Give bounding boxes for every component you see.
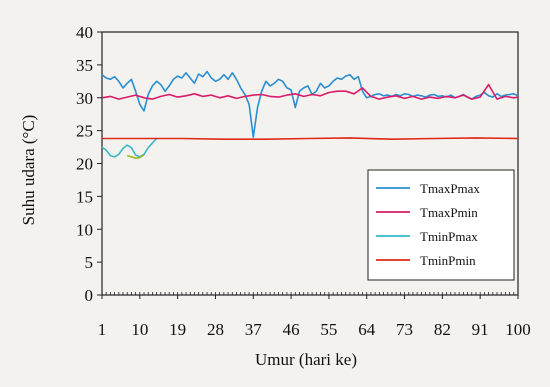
x-axis: 1 10 19 28 37 46 55 64 73 82 91 100 (98, 292, 531, 339)
y-tick-label: 20 (76, 155, 93, 174)
series-line-tminpmax (101, 137, 158, 158)
y-tick-label: 25 (76, 122, 93, 141)
x-tick-label: 91 (472, 320, 489, 339)
y-tick-label: 10 (76, 220, 93, 239)
series-line-tmaxpmin (101, 83, 519, 100)
legend-entry-label: TmaxPmin (420, 205, 478, 220)
series-group (101, 70, 519, 160)
y-axis-title: Suhu udara (°C) (19, 115, 38, 226)
y-axis: 0 5 10 15 20 25 30 35 40 (76, 23, 102, 305)
legend-entry-label: TminPmax (420, 229, 478, 244)
legend: TmaxPmax TmaxPmin TminPmax TminPmin (367, 169, 515, 281)
x-tick-label: 64 (358, 320, 376, 339)
x-tick-label: 100 (505, 320, 531, 339)
y-tick-label: 5 (85, 253, 94, 272)
legend-entry-label: TmaxPmax (420, 181, 480, 196)
x-tick-label: 82 (434, 320, 451, 339)
x-tick-label: 37 (245, 320, 263, 339)
series-line-tminpmin (102, 137, 519, 140)
x-axis-title: Umur (hari ke) (255, 350, 357, 369)
y-tick-label: 35 (76, 56, 93, 75)
y-tick-label: 0 (85, 286, 94, 305)
x-tick-label: 55 (320, 320, 337, 339)
x-tick-label: 1 (98, 320, 107, 339)
x-tick-label: 19 (169, 320, 186, 339)
legend-entry-label: TminPmin (420, 253, 476, 268)
x-tick-label: 46 (283, 320, 300, 339)
series-line-extra (126, 154, 145, 160)
y-tick-label: 15 (76, 187, 93, 206)
x-tick-label: 10 (131, 320, 148, 339)
y-tick-label: 30 (76, 89, 93, 108)
x-tick-label: 28 (207, 320, 224, 339)
x-tick-label: 73 (396, 320, 413, 339)
y-tick-label: 40 (76, 23, 93, 42)
series-line-tmaxpmax (101, 70, 519, 138)
